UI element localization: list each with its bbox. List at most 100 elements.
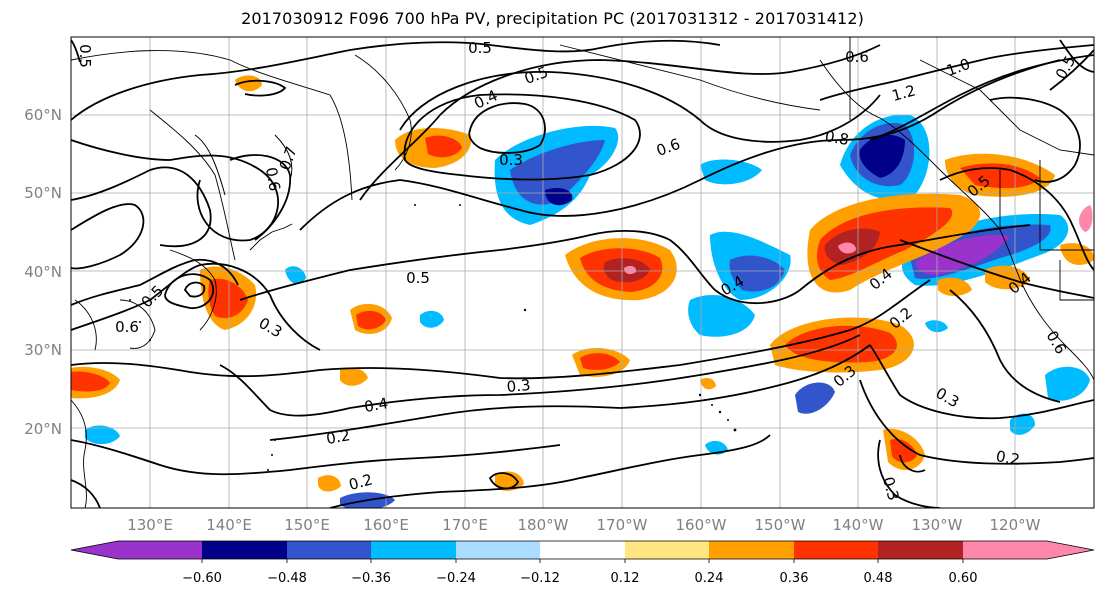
lon-label: 140°W <box>833 516 884 534</box>
contour-label: 0.4 <box>363 394 390 416</box>
precip-neg-area <box>1045 366 1090 401</box>
precip-neg-area <box>915 235 1010 275</box>
contour-label: 0.2 <box>347 470 375 494</box>
precip-pos-area <box>624 265 637 275</box>
colorbar-tick-label: 0.48 <box>864 571 893 586</box>
colorbar-segment <box>878 541 963 559</box>
colorbar-tick-label: 0.60 <box>949 571 978 586</box>
precip-pos-area <box>1078 205 1093 232</box>
contour-label: 0.6 <box>845 48 869 66</box>
precip-neg-area <box>729 255 785 292</box>
precip-pos-area <box>318 475 341 492</box>
colorbar-segment <box>456 541 540 559</box>
precip-pos-area <box>890 438 917 463</box>
lon-label: 160°E <box>363 516 409 534</box>
contour-label: 0.3 <box>256 314 286 342</box>
lon-label: 130°W <box>912 516 963 534</box>
colorbar-tick-label: −0.24 <box>436 571 476 586</box>
contour-label: 0.2 <box>325 426 352 448</box>
contour-label: 0.6 <box>115 318 139 336</box>
colorbar-segment <box>287 541 371 559</box>
contour-label: 1.2 <box>890 81 918 105</box>
colorbar-segment <box>625 541 709 559</box>
precip-neg-area <box>1010 413 1035 435</box>
longitude-labels: 130°E 140°E 150°E 160°E 170°E 180°W 170°… <box>127 516 1040 534</box>
precip-pos-area <box>700 378 716 390</box>
colorbar-segment <box>118 541 202 559</box>
lon-label: 130°E <box>127 516 173 534</box>
pv-contours <box>71 39 1094 508</box>
precip-neg-area <box>420 310 444 328</box>
lat-label: 30°N <box>24 341 62 359</box>
precip-pos-area <box>938 277 972 296</box>
precip-neg-area <box>925 320 948 333</box>
latitude-labels: 60°N 50°N 40°N 30°N 20°N <box>24 106 62 438</box>
contour-label: 0.6 <box>1043 328 1071 358</box>
precip-neg-area <box>700 159 762 185</box>
precip-neg-area <box>545 188 573 206</box>
contour-label: 0.3 <box>499 151 523 169</box>
precip-neg-area <box>859 134 905 178</box>
pv-contours-thin <box>194 134 293 196</box>
colorbar-segment <box>371 541 456 559</box>
lon-label: 170°W <box>597 516 648 534</box>
colorbar-segment <box>709 541 794 559</box>
precip-pos-area <box>1060 243 1094 265</box>
colorbar-tick-label: −0.12 <box>520 571 560 586</box>
precip-pos-area <box>71 371 110 392</box>
colorbar: −0.60 −0.48 −0.36 −0.24 −0.12 0.12 0.24 … <box>70 540 1095 586</box>
precip-pos-area <box>580 353 620 370</box>
contour-label: 0.4 <box>471 86 500 112</box>
colorbar-tick-label: −0.36 <box>351 571 391 586</box>
colorbar-segment <box>963 541 1047 559</box>
lon-label: 120°W <box>990 516 1041 534</box>
contour-label: 0.6 <box>654 135 683 160</box>
contour-label: 0.6 <box>262 166 284 193</box>
precip-neg-area <box>795 382 835 414</box>
precip-pos-area <box>356 310 386 330</box>
colorbar-outline <box>70 540 1095 560</box>
colorbar-tick-label: 0.24 <box>695 571 724 586</box>
contour-label: 0.2 <box>995 447 1022 469</box>
contour-label: 0.5 <box>76 44 94 68</box>
contour-label: 0.5 <box>522 63 551 88</box>
graticule <box>71 37 1094 508</box>
contour-label: 0.8 <box>824 127 851 149</box>
lat-label: 50°N <box>24 184 62 202</box>
precip-pos-area <box>495 471 524 491</box>
precip-pos-area <box>425 135 462 158</box>
colorbar-segment <box>794 541 878 559</box>
figure-title: 2017030912 F096 700 hPa PV, precipitatio… <box>241 9 864 28</box>
colorbar-tick-label: 0.12 <box>611 571 640 586</box>
islands <box>129 204 737 471</box>
colorbar-tick-label: −0.60 <box>182 571 222 586</box>
colorbar-segment <box>540 541 625 559</box>
colorbar-tick-label: −0.48 <box>267 571 307 586</box>
precip-shading <box>71 75 1094 508</box>
lon-label: 180°W <box>518 516 569 534</box>
contour-label: 0.3 <box>506 376 531 396</box>
lon-label: 150°E <box>284 516 330 534</box>
precip-neg-area <box>510 140 605 205</box>
colorbar-tick-label: 0.36 <box>780 571 809 586</box>
precip-pos-area <box>235 75 262 92</box>
lon-label: 140°E <box>206 516 252 534</box>
colorbar-extend-low <box>71 541 118 559</box>
lat-label: 20°N <box>24 420 62 438</box>
contour-label: 0.5 <box>406 269 430 287</box>
contour-label: 0.3 <box>879 475 903 503</box>
precip-pos-area <box>208 278 248 319</box>
lon-label: 150°W <box>755 516 806 534</box>
precip-pos-area <box>340 367 368 386</box>
lon-label: 160°W <box>676 516 727 534</box>
map-frame <box>70 36 1095 509</box>
contour-label: 0.5 <box>468 39 492 57</box>
colorbar-segment <box>202 541 287 559</box>
lat-label: 60°N <box>24 106 62 124</box>
precip-neg-area <box>688 295 755 337</box>
precip-pos-area <box>838 242 856 254</box>
contour-label: 1.0 <box>944 55 973 80</box>
colorbar-extend-high <box>1047 541 1094 559</box>
lat-label: 40°N <box>24 263 62 281</box>
